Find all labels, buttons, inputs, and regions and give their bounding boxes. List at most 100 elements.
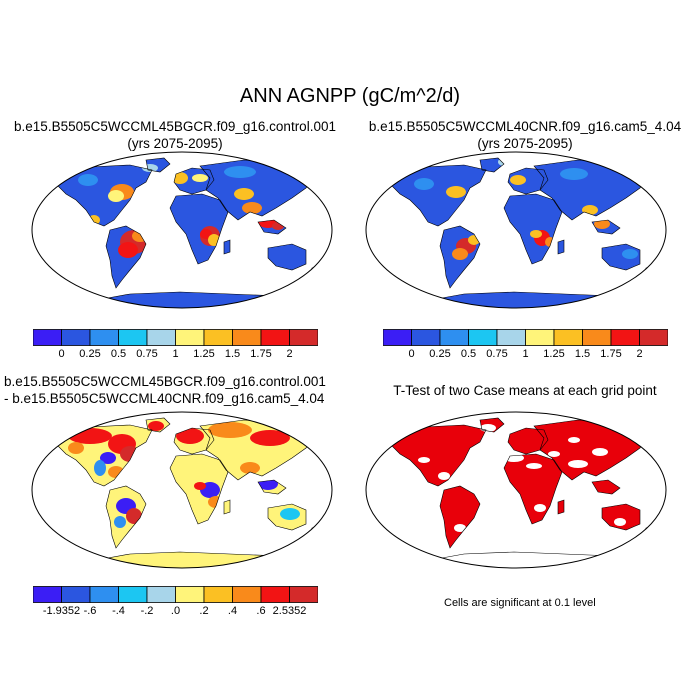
colorbar-tick-label: .2 xyxy=(199,605,209,617)
field-cell xyxy=(510,175,526,185)
panel-title-top-right-line1: b.e15.B5505C5WCCML40CNR.f09_g16.cam5_4.0… xyxy=(368,119,682,134)
field-cell xyxy=(224,166,256,178)
colorbar-bottom-left-labels: -1.9352 -.6 -.4 -.2 .0 .2 .4 .6 2.5352 xyxy=(33,605,318,619)
colorbar-tick-label: 0 xyxy=(58,348,65,360)
coastline-southAmerica xyxy=(105,225,147,289)
colorbar-box xyxy=(525,329,555,346)
field-cell xyxy=(242,202,262,214)
colorbar-tick-label: 1.5 xyxy=(574,348,591,360)
map-bottom-left xyxy=(30,410,334,570)
coastline-africa xyxy=(169,453,229,525)
coastline-australia xyxy=(267,503,307,531)
coastline-australia xyxy=(601,243,641,271)
field-cell xyxy=(454,524,466,532)
field-cell xyxy=(622,249,638,259)
coastline-greenland xyxy=(479,417,505,433)
coastline-africa xyxy=(503,193,563,265)
colorbar-box xyxy=(175,329,205,346)
coastline-seAsia xyxy=(257,219,287,235)
colorbar-tick-label: .0 xyxy=(170,605,181,617)
map-border xyxy=(365,411,667,569)
colorbar-tick-label: .6 xyxy=(256,605,266,617)
coastline-northAmerica xyxy=(55,424,153,487)
coastline-madagascar xyxy=(223,239,231,255)
colorbar-box xyxy=(553,329,583,346)
field-cell xyxy=(200,229,212,239)
map-border xyxy=(365,151,667,309)
field-cell xyxy=(438,472,450,480)
colorbar-box xyxy=(582,329,612,346)
field-cell xyxy=(526,463,542,469)
colorbar-box xyxy=(203,329,233,346)
colorbar-tick-label: -.2 xyxy=(140,605,154,617)
colorbar-tick-label: 1 xyxy=(172,348,179,360)
coastline-seAsia xyxy=(591,479,621,495)
coastline-northAmerica xyxy=(389,164,487,227)
field-cell xyxy=(530,230,542,238)
panel-title-bottom-right: T-Test of two Case means at each grid po… xyxy=(352,382,698,399)
colorbar-tick-label: 0 xyxy=(408,348,415,360)
colorbar-box xyxy=(61,586,91,603)
colorbar-box xyxy=(289,329,319,346)
coastline-greenland xyxy=(145,157,171,173)
colorbar-tick-label: 1 xyxy=(522,348,529,360)
coastline-seAsia xyxy=(257,479,287,495)
colorbar-box xyxy=(89,586,119,603)
panel-title-top-right: b.e15.B5505C5WCCML40CNR.f09_g16.cam5_4.0… xyxy=(352,118,698,152)
coastline-australia xyxy=(601,503,641,531)
colorbar-box xyxy=(232,329,262,346)
colorbar-box xyxy=(118,329,148,346)
field-cell xyxy=(94,460,106,476)
panel-title-bottom-left-line1: b.e15.B5505C5WCCML45BGCR.f09_g16.control… xyxy=(4,374,326,389)
map-bottom-right xyxy=(364,410,668,570)
colorbar-tick-label: 0.75 xyxy=(136,348,158,360)
field-cell xyxy=(148,421,164,431)
colorbar-bottom-left: -1.9352 -.6 -.4 -.2 .0 .2 .4 .6 2.5352 xyxy=(32,586,319,617)
coastline-madagascar xyxy=(557,499,565,515)
colorbar-box xyxy=(468,329,498,346)
map-top-right xyxy=(364,150,668,310)
field-cell xyxy=(480,424,496,432)
colorbar-box xyxy=(496,329,526,346)
coastline-greenland xyxy=(145,417,171,433)
field-cell xyxy=(108,190,124,202)
colorbar-box xyxy=(175,586,205,603)
colorbar-box xyxy=(61,329,91,346)
colorbar-box xyxy=(89,329,119,346)
coastline-northAmerica xyxy=(389,424,487,487)
panel-title-top-left-line2: (yrs 2075-2095) xyxy=(127,136,223,151)
colorbar-tick-label: 1.25 xyxy=(193,348,215,360)
field-cell xyxy=(240,462,260,474)
coastline-greenland xyxy=(479,157,505,173)
field-cell xyxy=(100,452,116,464)
colorbar-tick-label: -1.9352 xyxy=(42,605,81,617)
field-cell xyxy=(592,448,608,456)
field-cell xyxy=(560,168,588,180)
colorbar-tick-label: .4 xyxy=(227,605,238,617)
field-cell xyxy=(208,422,252,438)
colorbar-tick-label: 1.75 xyxy=(250,348,272,360)
globe xyxy=(32,152,332,308)
colorbar-box xyxy=(439,329,469,346)
globe xyxy=(32,412,332,568)
colorbar-box xyxy=(411,329,441,346)
colorbar-tick-label: 1.5 xyxy=(224,348,241,360)
colorbar-top-right-labels: 0 0.25 0.5 0.75 1 1.25 1.5 1.75 2 xyxy=(383,348,668,362)
coastline-southAmerica xyxy=(105,485,147,549)
colorbar-box xyxy=(260,586,290,603)
colorbar-tick-label: -.4 xyxy=(112,605,125,617)
colorbar-tick-label: -.6 xyxy=(83,605,97,617)
colorbar-box xyxy=(32,329,62,346)
colorbar-top-left: 0 0.25 0.5 0.75 1 1.25 1.5 1.75 2 xyxy=(32,329,319,360)
field-cell xyxy=(68,442,84,454)
coastline-madagascar xyxy=(557,239,565,255)
field-cell xyxy=(614,518,626,526)
coastline-africa xyxy=(503,453,563,525)
colorbar-box xyxy=(118,586,148,603)
panel-title-top-left: b.e15.B5505C5WCCML45BGCR.f09_g16.control… xyxy=(2,118,348,152)
field-cell xyxy=(234,188,254,200)
colorbar-tick-label: 0.25 xyxy=(429,348,451,360)
colorbar-tick-label: 2 xyxy=(286,348,293,360)
coastline-seAsia xyxy=(591,219,621,235)
panel-title-bottom-left-line2: - b.e15.B5505C5WCCML40CNR.f09_g16.cam5_4… xyxy=(4,391,325,406)
